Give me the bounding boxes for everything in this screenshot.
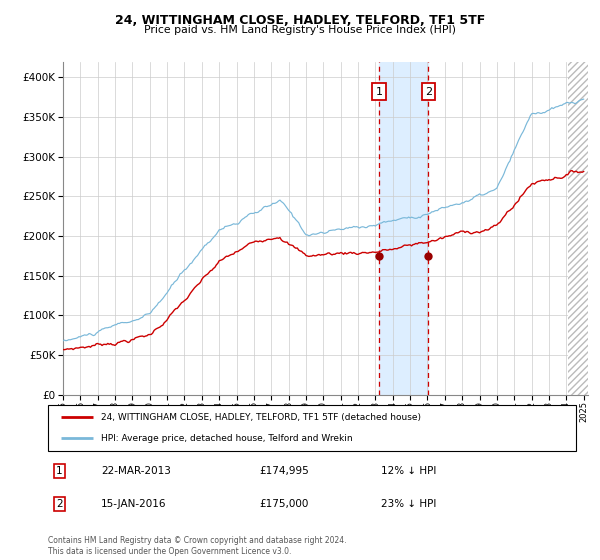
Text: 1: 1 xyxy=(376,87,383,96)
Text: £175,000: £175,000 xyxy=(259,499,308,509)
Text: Price paid vs. HM Land Registry's House Price Index (HPI): Price paid vs. HM Land Registry's House … xyxy=(144,25,456,35)
Bar xyxy=(568,62,588,395)
Text: 24, WITTINGHAM CLOSE, HADLEY, TELFORD, TF1 5TF (detached house): 24, WITTINGHAM CLOSE, HADLEY, TELFORD, T… xyxy=(101,413,421,422)
FancyBboxPatch shape xyxy=(48,405,576,451)
Bar xyxy=(379,62,428,395)
Text: HPI: Average price, detached house, Telford and Wrekin: HPI: Average price, detached house, Telf… xyxy=(101,434,352,443)
Text: 1: 1 xyxy=(56,466,63,476)
Text: 2: 2 xyxy=(425,87,432,96)
Text: 23% ↓ HPI: 23% ↓ HPI xyxy=(380,499,436,509)
Text: 12% ↓ HPI: 12% ↓ HPI xyxy=(380,466,436,476)
Text: 24, WITTINGHAM CLOSE, HADLEY, TELFORD, TF1 5TF: 24, WITTINGHAM CLOSE, HADLEY, TELFORD, T… xyxy=(115,14,485,27)
Bar xyxy=(568,62,588,395)
Text: 22-MAR-2013: 22-MAR-2013 xyxy=(101,466,170,476)
Text: £174,995: £174,995 xyxy=(259,466,309,476)
Text: 15-JAN-2016: 15-JAN-2016 xyxy=(101,499,166,509)
Text: Contains HM Land Registry data © Crown copyright and database right 2024.
This d: Contains HM Land Registry data © Crown c… xyxy=(48,536,347,556)
Text: 2: 2 xyxy=(56,499,63,509)
